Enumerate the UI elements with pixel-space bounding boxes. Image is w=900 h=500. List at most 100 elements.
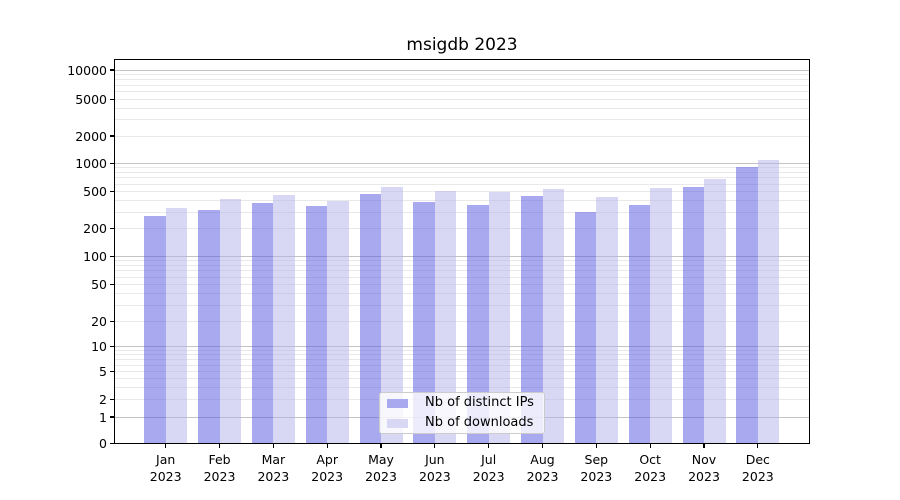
gridline-minor (115, 211, 810, 213)
gridline-minor (115, 378, 810, 380)
gridline-minor (115, 386, 810, 388)
gridline-minor (115, 304, 810, 306)
gridline-minor (115, 371, 810, 373)
gridline-minor (115, 107, 810, 109)
x-tick-mark (703, 443, 705, 448)
gridline-minor (115, 98, 810, 100)
gridline-minor (115, 190, 810, 192)
bar-nov-downloads (704, 179, 726, 444)
x-tick-label-aug: Aug 2023 (526, 452, 559, 484)
x-tick-label-nov: Nov 2023 (688, 452, 720, 484)
y-tick-label: 1000 (75, 155, 107, 171)
x-tick-mark (541, 443, 544, 448)
bar-apr-distinct-ips (305, 205, 328, 444)
x-tick-label-jun: Jun 2023 (418, 452, 451, 484)
bar-mar-distinct-ips (251, 203, 274, 444)
x-tick-label-jul: Jul 2023 (472, 452, 505, 484)
y-tick-label: 50 (91, 276, 107, 292)
y-tick-label: 20 (91, 314, 107, 330)
x-tick-label-oct: Oct 2023 (634, 452, 667, 484)
y-tick-mark (110, 346, 115, 348)
y-tick-mark (110, 371, 115, 373)
bar-sep-distinct-ips (574, 211, 597, 444)
x-tick-label-jan: Jan 2023 (149, 452, 182, 484)
gridline-minor (115, 135, 810, 137)
gridline-minor (115, 270, 810, 272)
legend-row-distinct-ips: Nb of distinct IPs (380, 393, 544, 413)
y-tick-label: 500 (83, 183, 107, 199)
y-tick-label: 200 (83, 221, 107, 237)
x-tick-mark (757, 443, 759, 448)
y-tick-mark (110, 416, 115, 418)
legend-swatch-downloads (387, 418, 408, 428)
gridline-minor (115, 228, 810, 230)
y-tick-label: 10000 (67, 62, 107, 78)
gridline-minor (115, 78, 810, 80)
x-tick-mark (488, 443, 490, 448)
x-tick-mark (272, 443, 274, 448)
legend-label-distinct-ips: Nb of distinct IPs (425, 395, 534, 410)
x-tick-mark (218, 443, 221, 448)
x-tick-label-mar: Mar 2023 (257, 452, 290, 484)
gridline-minor (115, 199, 810, 201)
gridline-minor (115, 171, 810, 173)
y-tick-mark (110, 190, 115, 192)
y-tick-mark (110, 283, 115, 285)
y-tick-label: 2 (99, 392, 107, 408)
y-tick-mark (110, 256, 115, 258)
bar-mar-downloads (273, 195, 295, 444)
gridline-minor (115, 292, 810, 294)
bar-oct-downloads (650, 187, 672, 444)
bar-dec-distinct-ips (736, 166, 758, 444)
x-tick-mark (649, 443, 651, 448)
gridline-minor (115, 167, 810, 169)
bar-may-downloads (381, 187, 403, 444)
legend: Nb of distinct IPs Nb of downloads (379, 392, 545, 434)
x-tick-mark (326, 443, 328, 448)
y-tick-mark (110, 228, 115, 230)
gridline-minor (115, 359, 810, 361)
bar-dec-downloads (757, 159, 780, 444)
chart-title: msigdb 2023 (406, 35, 518, 55)
gridline-major (115, 69, 810, 71)
legend-label-downloads: Nb of downloads (425, 415, 534, 430)
y-tick-mark (110, 162, 115, 164)
bar-aug-distinct-ips (521, 195, 543, 444)
y-tick-mark (110, 442, 115, 444)
x-tick-label-dec: Dec 2023 (741, 452, 774, 484)
x-tick-mark (434, 443, 436, 448)
x-tick-mark (380, 443, 382, 448)
gridline-minor (115, 321, 810, 323)
bar-feb-distinct-ips (198, 210, 220, 444)
gridline-minor (115, 265, 810, 267)
gridline-minor (115, 177, 810, 179)
y-tick-mark (110, 399, 115, 401)
x-tick-mark (165, 443, 167, 448)
bar-jun-distinct-ips (413, 202, 435, 444)
gridline-major (115, 346, 810, 348)
gridline-minor (115, 350, 810, 351)
bar-feb-downloads (219, 199, 242, 444)
y-tick-mark (110, 98, 115, 100)
y-tick-mark (110, 321, 115, 323)
gridline-major (115, 256, 810, 258)
gridline-minor (115, 183, 810, 185)
bar-may-distinct-ips (359, 193, 382, 444)
bar-apr-downloads (327, 200, 349, 444)
x-tick-label-apr: Apr 2023 (311, 452, 344, 484)
bar-nov-distinct-ips (682, 187, 704, 444)
bar-jun-downloads (434, 190, 457, 444)
gridline-minor (115, 354, 810, 356)
y-tick-mark (110, 69, 115, 71)
bar-jul-distinct-ips (467, 204, 489, 444)
bar-sep-downloads (596, 197, 618, 444)
bar-jan-distinct-ips (144, 216, 166, 444)
y-tick-label: 100 (83, 249, 107, 265)
x-tick-label-feb: Feb 2023 (203, 452, 236, 484)
bar-aug-downloads (542, 189, 564, 444)
y-tick-label: 0 (99, 435, 107, 451)
bar-oct-distinct-ips (628, 204, 651, 444)
